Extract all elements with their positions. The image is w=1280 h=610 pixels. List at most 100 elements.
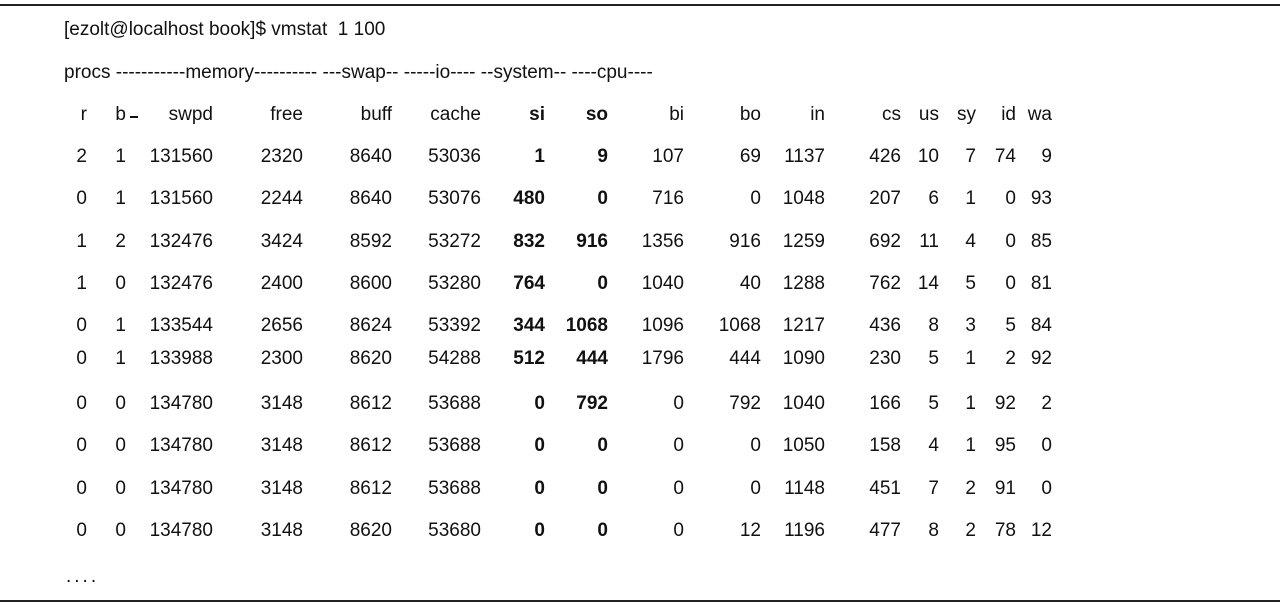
cell-us: 11 — [919, 231, 939, 252]
cell-in: 1090 — [782, 348, 825, 369]
cell-wa: 9 — [1041, 146, 1052, 167]
cell-cs: 230 — [869, 348, 901, 369]
cell-id: 74 — [994, 146, 1016, 167]
cell-cs: 692 — [869, 231, 901, 252]
column-header-bo: bo — [739, 104, 761, 125]
column-header-us: us — [918, 104, 939, 125]
cell-buff: 8612 — [349, 393, 392, 414]
cell-wa: 12 — [1030, 520, 1052, 541]
cell-cache: 53076 — [428, 188, 481, 209]
cell-b: 0 — [115, 435, 126, 456]
cell-free: 3148 — [260, 520, 303, 541]
cell-id: 0 — [1005, 188, 1016, 209]
cell-r: 0 — [76, 478, 87, 499]
cell-so: 0 — [597, 188, 608, 209]
column-header-swpd: swpd — [168, 104, 213, 125]
column-header-r: r — [80, 104, 87, 125]
cell-free: 3148 — [260, 435, 303, 456]
cell-free: 2300 — [260, 348, 303, 369]
cell-so: 0 — [597, 273, 608, 294]
cell-bo: 792 — [729, 393, 761, 414]
cell-buff: 8620 — [349, 348, 392, 369]
cell-in: 1148 — [784, 478, 825, 499]
column-header-wa: wa — [1027, 104, 1052, 125]
column-header-free: free — [270, 104, 303, 125]
cell-si: 0 — [534, 520, 545, 541]
cell-cache: 54288 — [428, 348, 481, 369]
cell-sy: 5 — [965, 273, 976, 294]
cell-buff: 8624 — [349, 315, 392, 336]
cell-us: 7 — [928, 478, 939, 499]
cell-bi: 1356 — [641, 231, 684, 252]
cell-in: 1048 — [782, 188, 825, 209]
cell-buff: 8600 — [349, 273, 392, 294]
cell-cs: 451 — [869, 478, 901, 499]
cell-bo: 1068 — [718, 315, 761, 336]
cell-bo: 40 — [739, 273, 761, 294]
cell-b: 0 — [115, 273, 126, 294]
cell-sy: 7 — [965, 146, 976, 167]
cell-in: 1137 — [784, 146, 825, 167]
cell-si: 0 — [534, 478, 545, 499]
cell-b: 1 — [115, 348, 126, 369]
cell-sy: 1 — [965, 435, 976, 456]
cell-buff: 8612 — [349, 435, 392, 456]
cell-cs: 166 — [869, 393, 901, 414]
cell-b: 0 — [115, 478, 126, 499]
cell-buff: 8640 — [349, 146, 392, 167]
column-header-id: id — [1001, 104, 1016, 125]
cell-id: 0 — [1005, 273, 1016, 294]
command-line: [ezolt@localhost book]$ vmstat 1 100 — [64, 19, 386, 40]
output-ellipsis: .... — [66, 566, 100, 587]
cell-bo: 12 — [739, 520, 761, 541]
cell-cs: 426 — [869, 146, 901, 167]
cell-in: 1288 — [782, 273, 825, 294]
cell-bi: 1040 — [641, 273, 684, 294]
cell-cache: 53688 — [428, 393, 481, 414]
cell-b: 2 — [115, 231, 126, 252]
column-header-cs: cs — [882, 104, 901, 125]
cell-swpd: 133988 — [149, 348, 213, 369]
column-header-b: b — [115, 104, 126, 125]
cell-r: 0 — [76, 188, 87, 209]
cell-us: 5 — [928, 348, 939, 369]
column-header-in: in — [810, 104, 825, 125]
cell-si: 480 — [513, 188, 545, 209]
cell-wa: 85 — [1030, 231, 1052, 252]
cell-sy: 2 — [965, 478, 976, 499]
cell-so: 0 — [597, 478, 608, 499]
cell-in: 1050 — [782, 435, 825, 456]
cell-cache: 53036 — [428, 146, 481, 167]
cell-bi: 0 — [673, 393, 684, 414]
bottom-rule — [0, 600, 1280, 602]
cell-in: 1196 — [784, 520, 825, 541]
cell-id: 0 — [1005, 231, 1016, 252]
cell-r: 0 — [76, 435, 87, 456]
column-header-si: si — [529, 104, 545, 125]
column-header-sy: sy — [957, 104, 976, 125]
cell-swpd: 132476 — [149, 273, 213, 294]
cell-cs: 477 — [869, 520, 901, 541]
cell-cs: 207 — [869, 188, 901, 209]
cell-us: 10 — [917, 146, 939, 167]
cell-free: 2320 — [260, 146, 303, 167]
cell-r: 0 — [76, 315, 87, 336]
cell-in: 1217 — [782, 315, 825, 336]
cell-si: 0 — [534, 393, 545, 414]
cell-r: 0 — [76, 520, 87, 541]
cell-so: 9 — [597, 146, 608, 167]
cell-us: 14 — [917, 273, 939, 294]
cell-r: 2 — [76, 146, 87, 167]
cell-in: 1259 — [782, 231, 825, 252]
cell-swpd: 134780 — [149, 393, 213, 414]
cell-cache: 53272 — [428, 231, 481, 252]
cell-free: 2400 — [260, 273, 303, 294]
column-header-bi: bi — [669, 104, 684, 125]
cell-swpd: 134780 — [149, 520, 213, 541]
cell-buff: 8620 — [349, 520, 392, 541]
cell-si: 0 — [534, 435, 545, 456]
cell-buff: 8592 — [349, 231, 392, 252]
cell-swpd: 134780 — [149, 478, 213, 499]
cell-si: 832 — [513, 231, 545, 252]
cell-us: 8 — [928, 315, 939, 336]
